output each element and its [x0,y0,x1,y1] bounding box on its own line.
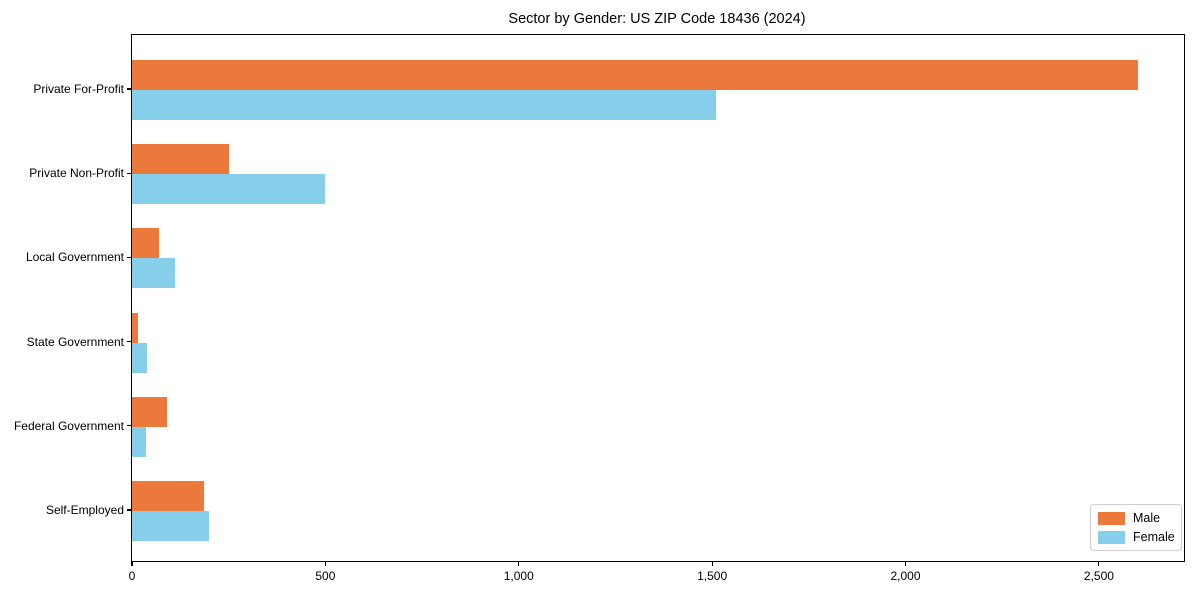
bar-female-self-employed [132,511,210,541]
xtick-label-0: 0 [128,569,136,583]
xtick-label-1-000: 1,000 [503,569,534,583]
ytick-label-local-government: Local Government [25,250,124,265]
ytick-label-private-non-profit: Private Non-Profit [29,166,124,181]
ytick-mark [127,341,131,343]
ytick-label-private-for-profit: Private For-Profit [33,82,124,96]
ytick-mark [127,425,131,427]
legend-label-female: Female [1133,530,1175,544]
ytick-label-self-employed: Self-Employed [45,503,124,517]
ytick-mark [127,256,131,258]
xtick-mark [324,562,326,566]
bar-male-state-government [132,312,138,343]
bar-female-state-government [132,342,148,373]
xtick-mark [518,562,520,566]
bar-male-federal-government [132,396,167,427]
bar-female-local-government [132,258,175,289]
legend: Male Female [1090,504,1182,551]
xtick-label-1-500: 1,500 [697,569,728,583]
ytick-mark [127,172,131,174]
ytick-mark [127,88,131,90]
bar-female-private-for-profit [132,90,716,120]
legend-item-male: Male [1098,511,1174,525]
plot-area [131,34,1185,562]
chart-title: Sector by Gender: US ZIP Code 18436 (202… [508,11,806,27]
xtick-mark [711,562,713,566]
xtick-mark [904,562,907,566]
bar-male-local-government [132,228,160,259]
legend-label-male: Male [1133,511,1161,525]
bar-female-federal-government [132,426,146,457]
male-swatch-icon [1098,511,1125,525]
bar-female-private-non-profit [132,174,326,205]
legend-item-female: Female [1098,530,1175,544]
bar-male-private-non-profit [132,144,229,175]
xtick-mark [131,562,133,566]
ytick-mark [127,509,131,511]
xtick-label-2-500: 2,500 [1083,569,1114,583]
xtick-label-2-000: 2,000 [890,569,921,583]
xtick-mark [1098,562,1100,566]
ytick-label-state-government: State Government [26,334,124,349]
xtick-label-500: 500 [315,569,336,583]
bar-male-self-employed [132,481,204,511]
female-swatch-icon [1098,530,1125,544]
ytick-label-federal-government: Federal Government [13,418,124,433]
bar-male-private-for-profit [132,60,1138,90]
